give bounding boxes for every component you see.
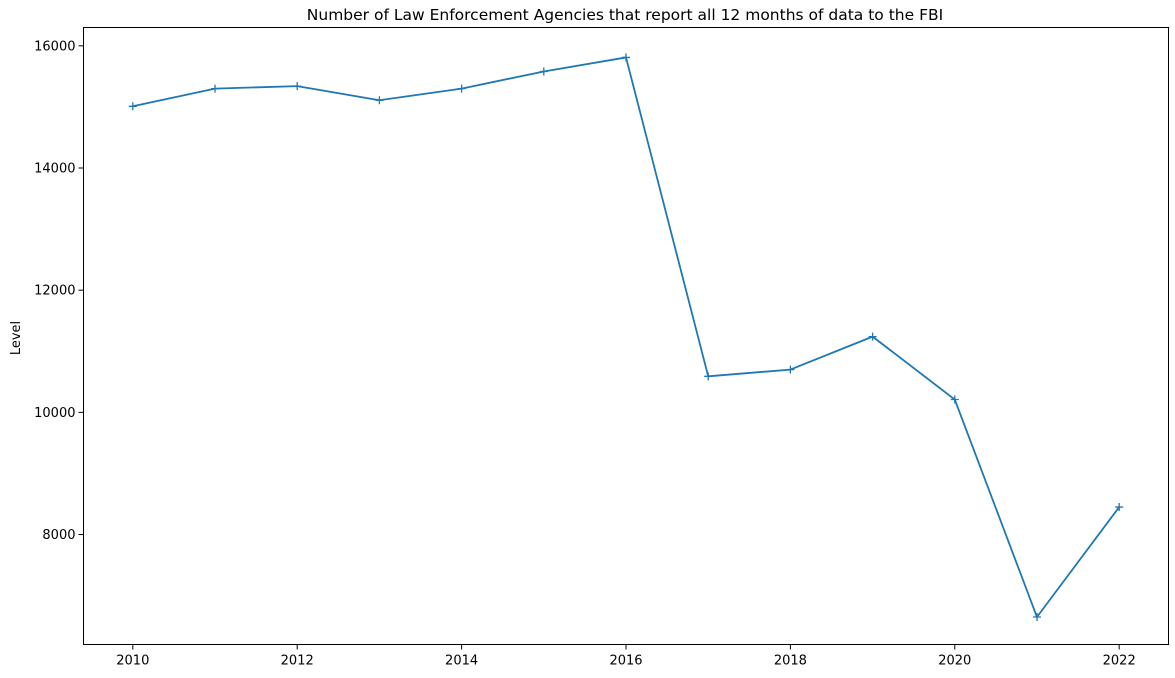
y-tick-label: 10000 xyxy=(34,406,75,421)
x-axis: 2010 2012 2014 2016 2018 2020 2022 xyxy=(116,644,1136,669)
y-axis-label: Level xyxy=(9,321,24,355)
x-tick-label: 2020 xyxy=(938,654,971,669)
x-tick-label: 2022 xyxy=(1103,654,1136,669)
x-tick-label: 2016 xyxy=(609,654,642,669)
data-point-marker xyxy=(1032,613,1041,622)
x-tick-label: 2014 xyxy=(445,654,478,669)
x-tick-label: 2010 xyxy=(116,654,149,669)
series-layer xyxy=(128,53,1124,622)
data-point-marker xyxy=(868,332,877,341)
data-point-marker xyxy=(293,82,302,91)
x-tick-label: 2018 xyxy=(774,654,807,669)
y-tick-label: 16000 xyxy=(34,39,75,54)
plot-area xyxy=(83,27,1169,645)
y-axis: 8000 10000 12000 14000 16000 xyxy=(34,39,84,543)
data-point-marker xyxy=(950,395,959,404)
x-tick-label: 2012 xyxy=(281,654,314,669)
series-line xyxy=(132,56,1120,618)
y-tick-label: 14000 xyxy=(34,162,75,177)
data-point-marker xyxy=(211,84,220,93)
data-point-marker xyxy=(457,84,466,93)
plot-frame xyxy=(83,27,1169,645)
y-tick-label: 8000 xyxy=(42,528,75,543)
data-point-marker xyxy=(1115,503,1124,512)
data-point-marker xyxy=(539,67,548,76)
chart-title: Number of Law Enforcement Agencies that … xyxy=(307,6,943,24)
data-point-marker xyxy=(704,372,713,381)
data-point-marker xyxy=(622,53,630,62)
y-tick-label: 12000 xyxy=(34,284,75,299)
data-point-marker xyxy=(128,102,137,111)
data-point-marker xyxy=(375,96,384,105)
data-point-marker xyxy=(786,365,795,374)
